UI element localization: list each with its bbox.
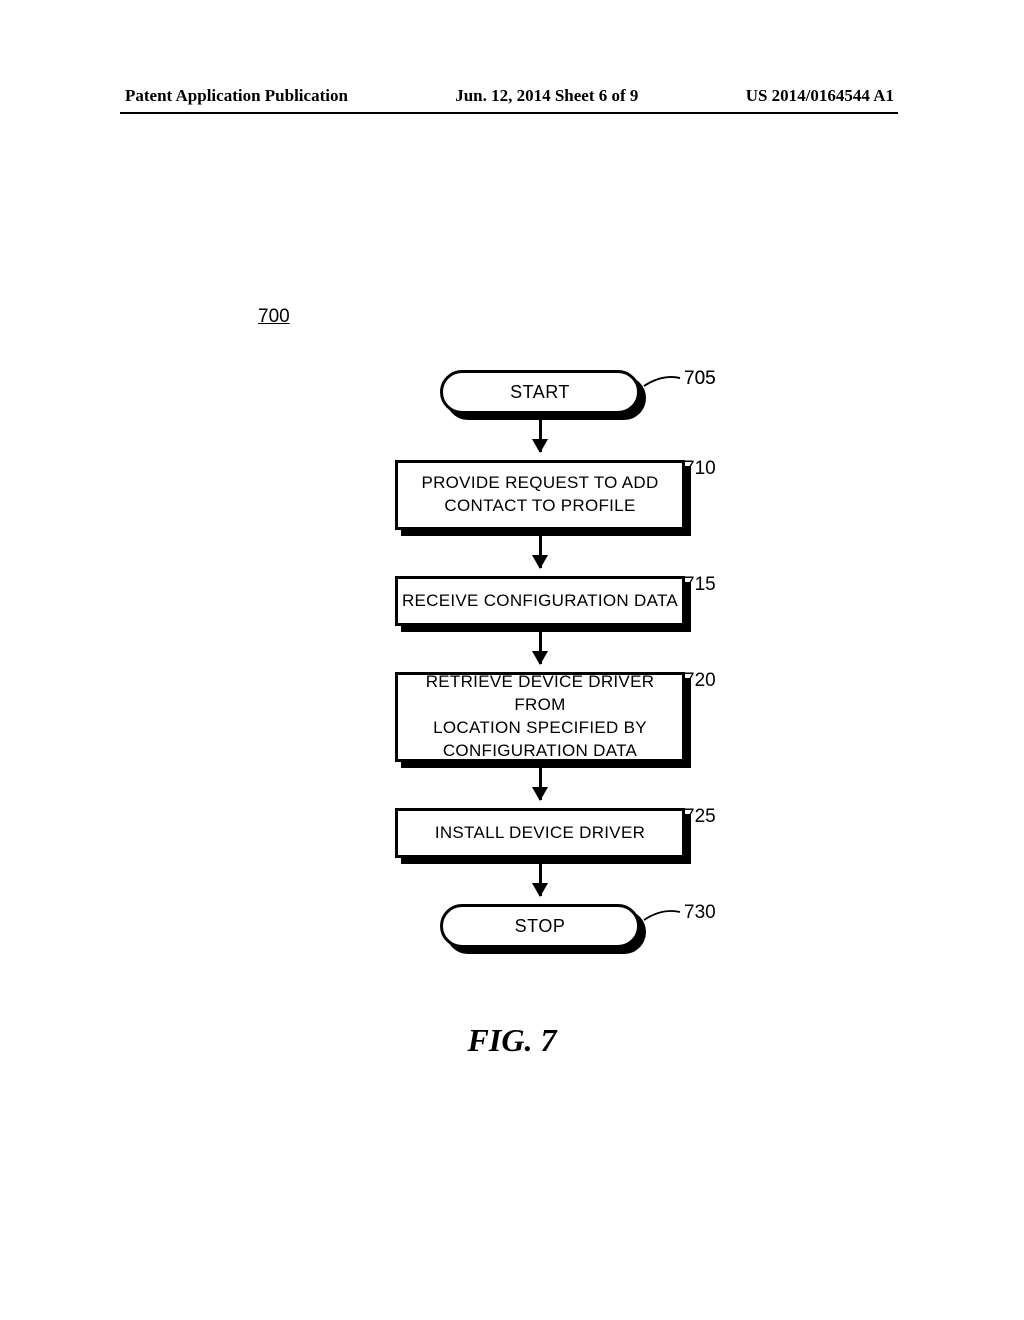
reference-numeral: 705	[684, 368, 716, 390]
process-label-line: CONFIGURATION DATA	[443, 740, 637, 763]
process-label-line: RECEIVE CONFIGURATION DATA	[402, 590, 678, 613]
reference-numeral: 720	[684, 670, 716, 692]
figure-caption: FIG. 7	[468, 1022, 557, 1059]
terminator-start: START	[440, 370, 640, 414]
process-label-line: PROVIDE REQUEST TO ADD	[421, 472, 658, 495]
flow-arrow	[539, 536, 542, 568]
process-label-line: LOCATION SPECIFIED BY	[433, 717, 647, 740]
figure-reference-number: 700	[258, 306, 290, 328]
reference-numeral: 725	[684, 806, 716, 828]
page-header: Patent Application Publication Jun. 12, …	[125, 86, 894, 106]
reference-numeral: 715	[684, 574, 716, 596]
process-step: RETRIEVE DEVICE DRIVER FROMLOCATION SPEC…	[395, 672, 685, 762]
header-center: Jun. 12, 2014 Sheet 6 of 9	[455, 86, 638, 106]
flow-arrow	[539, 420, 542, 452]
header-right: US 2014/0164544 A1	[746, 86, 894, 106]
reference-numeral: 710	[684, 458, 716, 480]
terminator-stop: STOP	[440, 904, 640, 948]
process-step: INSTALL DEVICE DRIVER	[395, 808, 685, 858]
header-left: Patent Application Publication	[125, 86, 348, 106]
process-step: PROVIDE REQUEST TO ADDCONTACT TO PROFILE	[395, 460, 685, 530]
process-label-line: INSTALL DEVICE DRIVER	[435, 822, 645, 845]
flow-arrow	[539, 632, 542, 664]
process-label-line: RETRIEVE DEVICE DRIVER FROM	[398, 671, 682, 717]
process-label-line: CONTACT TO PROFILE	[444, 495, 635, 518]
header-rule	[120, 112, 898, 114]
patent-page: Patent Application Publication Jun. 12, …	[0, 0, 1024, 1320]
process-step: RECEIVE CONFIGURATION DATA	[395, 576, 685, 626]
reference-numeral: 730	[684, 902, 716, 924]
flow-arrow	[539, 864, 542, 896]
flow-arrow	[539, 768, 542, 800]
